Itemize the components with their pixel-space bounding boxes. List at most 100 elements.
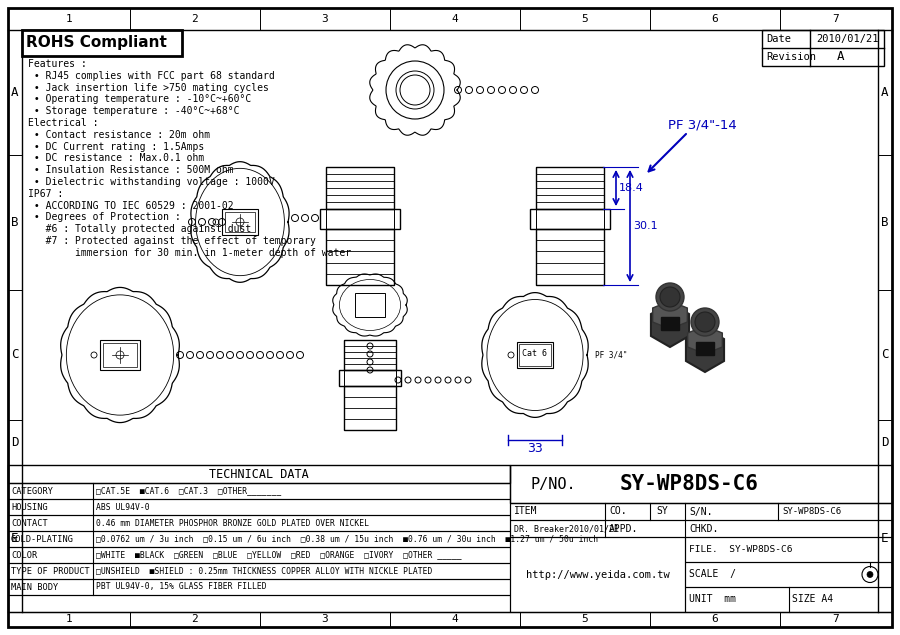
Bar (8, 465, 510, 483)
Text: Electrical :: Electrical : (28, 118, 98, 128)
Text: CONTACT: CONTACT (11, 519, 48, 528)
Bar (510, 537, 685, 612)
Circle shape (660, 287, 680, 307)
Text: 2: 2 (192, 615, 198, 624)
Text: Cat 6: Cat 6 (523, 349, 547, 358)
Bar (103, 343, 137, 367)
Text: ITEM: ITEM (514, 507, 537, 516)
Bar (8, 499, 510, 515)
Text: 1: 1 (66, 615, 72, 624)
Bar (8, 579, 510, 595)
Bar (8, 595, 510, 612)
Text: CATEGORY: CATEGORY (11, 486, 53, 495)
Circle shape (867, 572, 873, 577)
Text: 4: 4 (452, 14, 458, 24)
Circle shape (691, 308, 719, 336)
Text: 0.46 mm DIAMETER PHOSPHOR BRONZE GOLD PLATED OVER NICKEL: 0.46 mm DIAMETER PHOSPHOR BRONZE GOLD PL… (96, 519, 369, 528)
Bar (8, 547, 510, 563)
Text: 7: 7 (832, 14, 840, 24)
Circle shape (656, 283, 684, 311)
Text: 3: 3 (321, 615, 328, 624)
Text: httρ://www.yeida.com.tw: httρ://www.yeida.com.tw (526, 570, 670, 580)
Text: • DC Current rating : 1.5Amps: • DC Current rating : 1.5Amps (28, 142, 204, 152)
Text: MAIN BODY: MAIN BODY (11, 582, 58, 591)
Text: SY-WP8DS-C6: SY-WP8DS-C6 (620, 474, 759, 494)
Bar (355, 293, 385, 317)
Bar (530, 209, 610, 229)
Text: TYPE OF PRODUCT: TYPE OF PRODUCT (11, 566, 90, 575)
Bar (8, 563, 510, 579)
Text: 6: 6 (712, 14, 718, 24)
Text: • Contact resistance : 20m ohm: • Contact resistance : 20m ohm (28, 130, 210, 140)
Text: COLOR: COLOR (11, 551, 37, 559)
Text: FILE.  SY-WP8DS-C6: FILE. SY-WP8DS-C6 (689, 545, 793, 554)
Text: 3: 3 (321, 14, 328, 24)
Bar (320, 209, 400, 229)
Text: Revision: Revision (766, 52, 816, 62)
Bar (510, 520, 892, 537)
Text: E: E (881, 532, 889, 545)
Text: 7: 7 (832, 615, 840, 624)
Bar (326, 167, 394, 209)
Bar (685, 537, 892, 562)
Text: D: D (881, 436, 889, 449)
Text: C: C (11, 349, 19, 361)
Text: • Operating temperature : -10°C~+60°C: • Operating temperature : -10°C~+60°C (28, 95, 251, 104)
Bar (344, 340, 396, 370)
Text: ROHS Compliant: ROHS Compliant (26, 36, 166, 51)
Polygon shape (688, 326, 723, 354)
Text: SCALE  /: SCALE / (689, 570, 736, 580)
Text: • Jack insertion life >750 mating cycles: • Jack insertion life >750 mating cycles (28, 83, 269, 93)
Text: ABS UL94V-0: ABS UL94V-0 (96, 502, 149, 512)
Text: • RJ45 complies with FCC part 68 standard: • RJ45 complies with FCC part 68 standar… (28, 70, 274, 81)
Text: □CAT.5E  ■CAT.6  □CAT.3  □OTHER_______: □CAT.5E ■CAT.6 □CAT.3 □OTHER_______ (96, 486, 281, 495)
Text: 18.4: 18.4 (619, 183, 644, 193)
Text: P/NO.: P/NO. (530, 476, 576, 491)
Text: GOLD-PLATING: GOLD-PLATING (11, 535, 74, 544)
Bar (510, 503, 892, 520)
Text: D: D (11, 436, 19, 449)
Text: SY: SY (656, 507, 668, 516)
Bar (344, 386, 396, 430)
Bar (536, 229, 604, 285)
Text: 33: 33 (527, 441, 543, 455)
Text: PF 3/4": PF 3/4" (595, 351, 627, 359)
Text: 5: 5 (581, 615, 589, 624)
Bar (517, 342, 553, 368)
Text: #7 : Protected against the effect of temporary: #7 : Protected against the effect of tem… (28, 236, 316, 246)
Polygon shape (652, 301, 688, 329)
Text: PF 3/4"-14: PF 3/4"-14 (668, 119, 737, 131)
Text: B: B (11, 216, 19, 229)
Bar (510, 465, 892, 503)
Text: A: A (837, 51, 844, 64)
Text: A: A (11, 86, 19, 99)
Text: UNIT  mm: UNIT mm (689, 594, 736, 605)
Circle shape (695, 312, 715, 332)
Text: HOUSING: HOUSING (11, 502, 48, 512)
Bar (100, 340, 140, 370)
Text: PBT UL94V-0, 15% GLASS FIBER FILLED: PBT UL94V-0, 15% GLASS FIBER FILLED (96, 582, 266, 591)
Text: 1: 1 (66, 14, 72, 24)
Text: A: A (881, 86, 889, 99)
Text: • Storage temperature : -40°C~+68°C: • Storage temperature : -40°C~+68°C (28, 106, 239, 116)
Text: 2: 2 (192, 14, 198, 24)
Text: • ACCORDING TO IEC 60529 : 2001-02: • ACCORDING TO IEC 60529 : 2001-02 (28, 201, 234, 211)
Text: B: B (881, 216, 889, 229)
Text: DR. Breaker2010/01/21: DR. Breaker2010/01/21 (514, 524, 619, 533)
Text: TECHNICAL DATA: TECHNICAL DATA (209, 467, 309, 481)
Bar (661, 317, 679, 330)
Polygon shape (686, 328, 724, 372)
Text: • Insulation Resistance : 500M ohm: • Insulation Resistance : 500M ohm (28, 165, 234, 175)
Text: immersion for 30 min. in 1-meter depth of water: immersion for 30 min. in 1-meter depth o… (28, 248, 351, 258)
Bar (22, 30, 182, 56)
Bar (536, 167, 604, 209)
Bar (339, 370, 400, 386)
Text: #6 : Totally protected against dust: #6 : Totally protected against dust (28, 224, 251, 234)
Bar (222, 209, 258, 235)
Text: • Degrees of Protection :: • Degrees of Protection : (28, 212, 181, 222)
Bar (685, 587, 892, 612)
Text: □0.0762 um / 3u inch  □0.15 um / 6u inch  □0.38 um / 15u inch  ■0.76 um / 30u in: □0.0762 um / 3u inch □0.15 um / 6u inch … (96, 535, 598, 544)
Polygon shape (651, 303, 689, 347)
Text: • DC resistance : Max.0.1 ohm: • DC resistance : Max.0.1 ohm (28, 154, 204, 163)
Text: • Dielectric withstanding voltage : 1000V: • Dielectric withstanding voltage : 1000… (28, 177, 274, 187)
